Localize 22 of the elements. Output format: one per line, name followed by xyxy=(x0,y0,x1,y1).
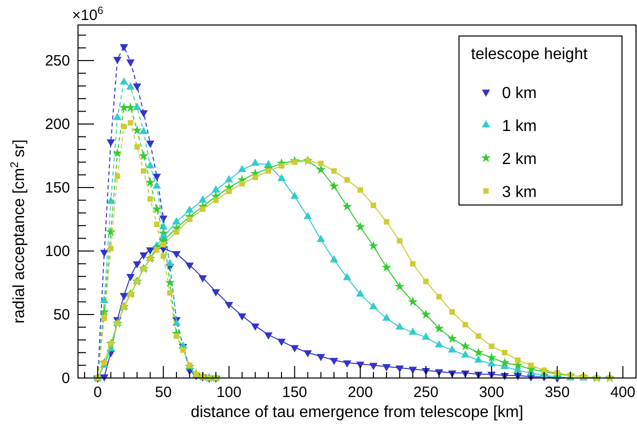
y-tick-label: 150 xyxy=(44,180,70,197)
legend-title: telescope height xyxy=(471,46,588,63)
x-tick-label: 150 xyxy=(282,384,308,401)
x-tick-label: 50 xyxy=(154,384,172,401)
x-axis-title: distance of tau emergence from telescope [km] xyxy=(190,404,524,421)
x-tick-label: 0 xyxy=(94,384,102,401)
legend-label: 3 km xyxy=(502,184,537,201)
legend-label: 1 km xyxy=(502,118,537,135)
y-tick-label: 50 xyxy=(53,306,70,324)
x-tick-label: 200 xyxy=(348,384,373,401)
legend-label: 0 km xyxy=(502,85,537,102)
x-tick-label: 400 xyxy=(610,384,636,401)
y-tick-label: 0 xyxy=(62,370,70,387)
y-tick-label: 250 xyxy=(44,52,70,70)
x-tick-label: 250 xyxy=(413,384,438,401)
x-tick-label: 350 xyxy=(544,384,570,401)
text: ×10$^{6}$ xyxy=(72,5,104,24)
y-tick-label: 100 xyxy=(44,243,70,260)
legend-label: 2 km xyxy=(502,151,537,168)
y-tick-label: 200 xyxy=(44,116,70,134)
x-tick-label: 300 xyxy=(479,384,504,401)
x-tick-label: 100 xyxy=(216,384,242,401)
